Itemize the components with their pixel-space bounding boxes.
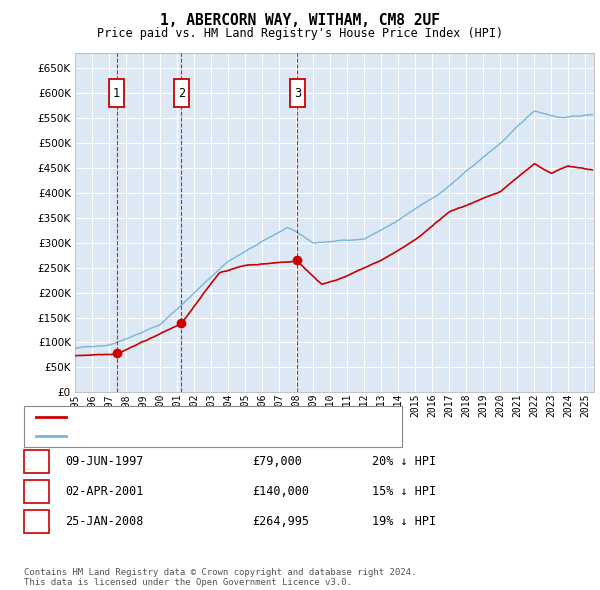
Text: 2: 2 (178, 87, 185, 100)
Text: 19% ↓ HPI: 19% ↓ HPI (372, 515, 436, 528)
Text: 1: 1 (33, 455, 40, 468)
Text: 02-APR-2001: 02-APR-2001 (65, 485, 143, 498)
Text: £79,000: £79,000 (252, 455, 302, 468)
Text: 25-JAN-2008: 25-JAN-2008 (65, 515, 143, 528)
Text: 1, ABERCORN WAY, WITHAM, CM8 2UF: 1, ABERCORN WAY, WITHAM, CM8 2UF (160, 13, 440, 28)
Text: £264,995: £264,995 (252, 515, 309, 528)
Text: 3: 3 (33, 515, 40, 528)
Text: 15% ↓ HPI: 15% ↓ HPI (372, 485, 436, 498)
FancyBboxPatch shape (173, 79, 189, 107)
Text: Price paid vs. HM Land Registry's House Price Index (HPI): Price paid vs. HM Land Registry's House … (97, 27, 503, 40)
Text: 1, ABERCORN WAY, WITHAM, CM8 2UF (detached house): 1, ABERCORN WAY, WITHAM, CM8 2UF (detach… (72, 412, 378, 422)
FancyBboxPatch shape (290, 79, 305, 107)
Text: Contains HM Land Registry data © Crown copyright and database right 2024.
This d: Contains HM Land Registry data © Crown c… (24, 568, 416, 587)
Text: 20% ↓ HPI: 20% ↓ HPI (372, 455, 436, 468)
Text: 3: 3 (294, 87, 301, 100)
Text: 09-JUN-1997: 09-JUN-1997 (65, 455, 143, 468)
Text: 2: 2 (33, 485, 40, 498)
FancyBboxPatch shape (109, 79, 124, 107)
Text: HPI: Average price, detached house, Braintree: HPI: Average price, detached house, Brai… (72, 431, 353, 441)
Text: 1: 1 (113, 87, 120, 100)
Text: £140,000: £140,000 (252, 485, 309, 498)
